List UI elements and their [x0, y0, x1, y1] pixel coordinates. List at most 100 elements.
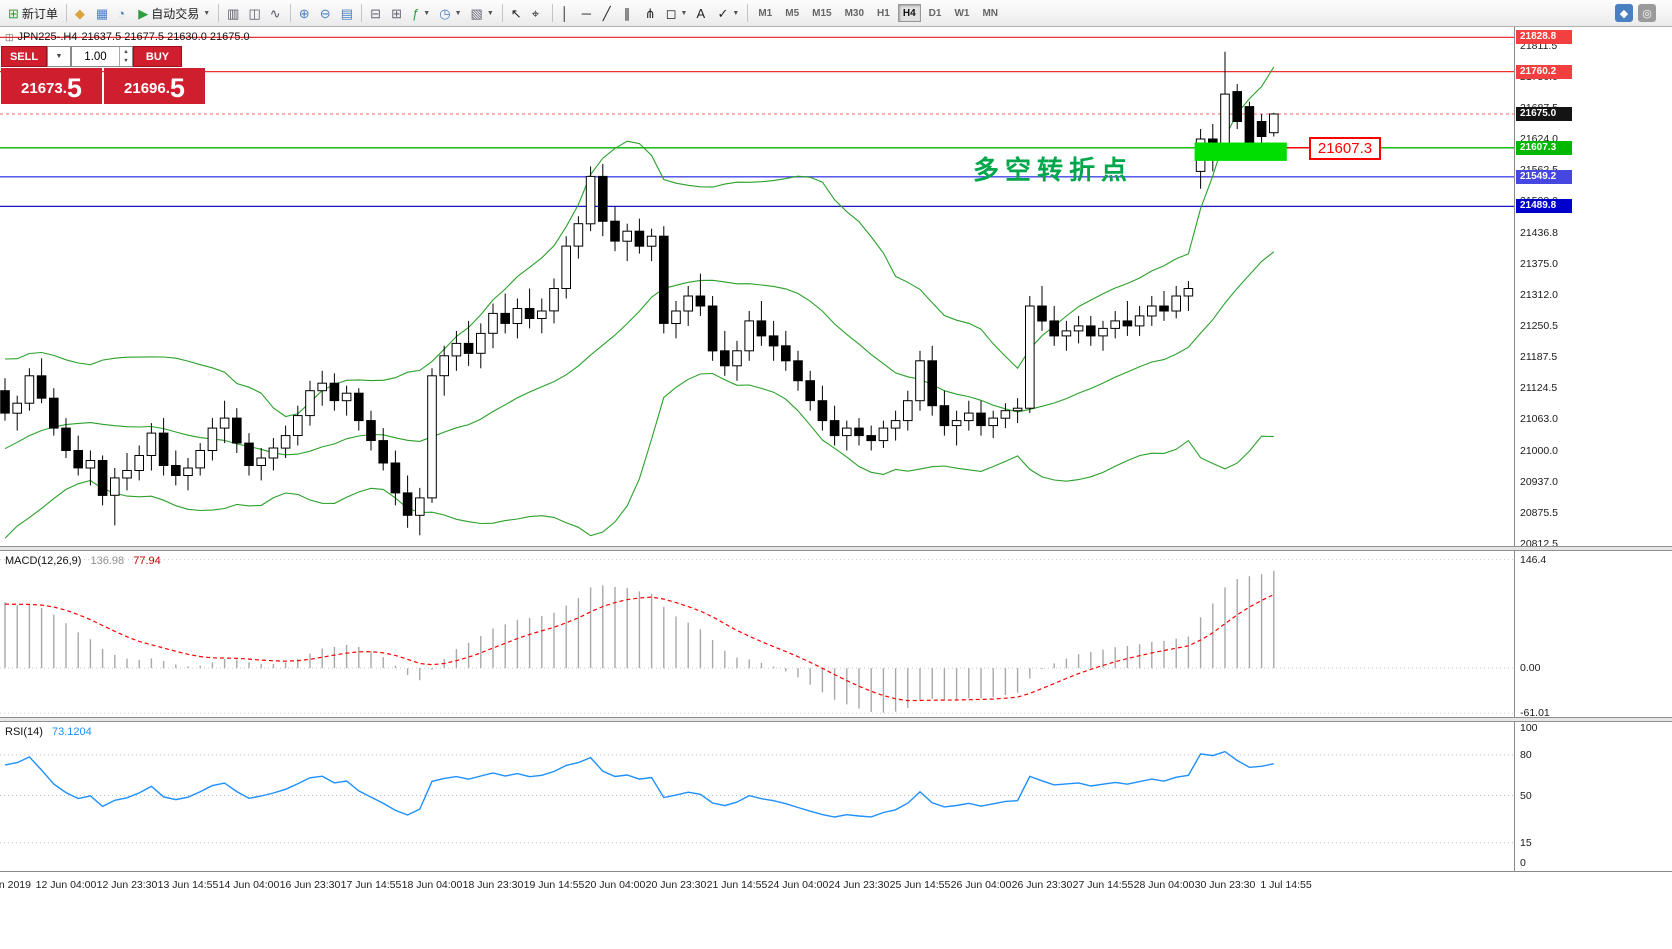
timeframe-m15[interactable]: M15: [812, 7, 832, 19]
ask-price-display[interactable]: 21696. 5: [104, 68, 205, 104]
periods-icon[interactable]: ◷ ▼: [435, 2, 465, 24]
price-axis[interactable]: 21811.521750.021687.521624.021562.521500…: [1514, 27, 1672, 871]
candle-body: [512, 308, 523, 324]
symbol-ohlc: 21637.5 21677.5 21630.0 21675.0: [81, 31, 250, 43]
chart-shift-icon[interactable]: ⊞: [387, 2, 407, 24]
timeframe-w1[interactable]: W1: [954, 7, 970, 19]
candle-body: [439, 355, 449, 377]
vertical-line-icon: │: [560, 5, 569, 21]
text-icon[interactable]: A: [692, 2, 712, 24]
candle-body: [195, 450, 205, 469]
candle-body: [842, 427, 852, 437]
bid-price-display[interactable]: 21673. 5: [1, 68, 102, 104]
rsi-panel[interactable]: RSI(14) 73.1204: [0, 722, 1514, 871]
indicators-icon[interactable]: ƒ ▼: [408, 2, 434, 24]
rsi-axis-label: 0: [1520, 857, 1526, 869]
panel-splitter[interactable]: [0, 717, 1672, 722]
indicators-icon: ƒ: [412, 5, 420, 21]
zoom-out-icon[interactable]: ⊖: [316, 2, 336, 24]
candle-body: [12, 402, 22, 414]
candle-body: [488, 312, 498, 334]
volume-stepper[interactable]: ▲ ▼: [119, 47, 132, 66]
timeframe-m5[interactable]: M5: [785, 7, 800, 19]
candle-body: [707, 305, 718, 352]
sell-button[interactable]: SELL: [1, 46, 47, 67]
candle-body: [390, 462, 401, 494]
bar-chart-icon[interactable]: ▥: [223, 2, 243, 24]
trendline-icon[interactable]: ╱: [599, 2, 619, 24]
volume-down-icon[interactable]: ▼: [123, 58, 129, 65]
vertical-line-icon[interactable]: │: [557, 2, 577, 24]
candle-body: [122, 470, 132, 479]
timeframe-mn[interactable]: MN: [982, 7, 998, 19]
candle-body: [573, 223, 584, 247]
auto-scroll-icon[interactable]: ⊟: [366, 2, 386, 24]
main-chart-panel[interactable]: ◫ JPN225-.H4 21637.5 21677.5 21630.0 216…: [0, 27, 1514, 546]
tile-windows-icon[interactable]: ▤: [337, 2, 357, 24]
candle-body: [146, 432, 157, 457]
candle-body: [268, 447, 279, 459]
panel-splitter[interactable]: [0, 546, 1672, 551]
shapes-icon[interactable]: ◻ ▼: [662, 2, 692, 24]
arrows-icon: ✓: [717, 5, 729, 21]
highlight-box[interactable]: [1194, 142, 1287, 161]
price-axis-badge: 21549.2: [1516, 169, 1572, 184]
macd-title: MACD(12,26,9): [5, 555, 82, 567]
highlight-price-label[interactable]: 21607.3: [1309, 137, 1381, 160]
macd-panel[interactable]: MACD(12,26,9) 136.98 77.94: [0, 551, 1514, 717]
templates-icon[interactable]: ▧ ▼: [467, 2, 498, 24]
new-order-button[interactable]: ⊞ 新订单: [4, 2, 62, 24]
price-axis-label: 21312.0: [1520, 289, 1558, 301]
candle-body: [951, 420, 962, 427]
order-type-dropdown[interactable]: ▼: [47, 46, 71, 67]
cursor-icon: ↖: [510, 5, 522, 21]
timeframe-d1[interactable]: D1: [928, 7, 942, 19]
candle-body: [976, 412, 986, 427]
arrows-icon[interactable]: ✓ ▼: [713, 2, 743, 24]
timeframe-m30[interactable]: M30: [844, 7, 865, 19]
chart-annotation-text[interactable]: 多空转折点: [973, 155, 1134, 185]
line-chart-icon[interactable]: ∿: [266, 2, 286, 24]
price-axis-badge: 21489.8: [1516, 199, 1572, 214]
volume-input[interactable]: 1.00 ▲ ▼: [71, 46, 133, 67]
rsi-axis-label: 15: [1520, 836, 1532, 849]
volume-up-icon[interactable]: ▲: [123, 48, 129, 55]
candlestick-chart-icon[interactable]: ◫: [244, 2, 264, 24]
rsi-value: 73.1204: [51, 726, 92, 738]
channel-icon[interactable]: ∥: [620, 2, 640, 24]
rsi-line: [4, 750, 1274, 818]
time-axis-label: 14 Jun 04:00: [218, 879, 280, 891]
candle-body: [244, 442, 254, 467]
price-axis-label: 20875.5: [1520, 506, 1558, 519]
candle-body: [1098, 327, 1108, 337]
market-watch-icon[interactable]: ▦: [92, 2, 112, 24]
timeframe-h4[interactable]: H4: [897, 4, 921, 22]
cursor-icon[interactable]: ↖: [507, 2, 527, 24]
fibonacci-icon[interactable]: ⋔: [641, 2, 661, 24]
candle-body: [854, 427, 864, 437]
zoom-in-icon[interactable]: ⊕: [295, 2, 315, 24]
candle-body: [781, 345, 791, 362]
new-chart-icon[interactable]: ◆: [71, 2, 91, 24]
time-axis-label: 24 Jun 04:00: [767, 879, 829, 891]
timeframe-h1[interactable]: H1: [877, 7, 890, 19]
timeframe-m1[interactable]: M1: [758, 7, 773, 19]
candle-body: [988, 417, 999, 427]
horizontal-line-icon[interactable]: ─: [578, 2, 598, 24]
navigator-icon[interactable]: ◔: [113, 2, 133, 24]
community-icon[interactable]: ◆: [1615, 4, 1633, 22]
time-axis-label: 12 Jun 23:30: [96, 879, 158, 891]
search-icon[interactable]: ◎: [1638, 4, 1656, 22]
crosshair-icon[interactable]: ⌖: [528, 2, 548, 24]
candle-body: [415, 497, 425, 516]
templates-icon: ▧: [470, 5, 483, 21]
candle-body: [329, 382, 340, 402]
candle-body: [500, 312, 510, 324]
bollinger-up-band: [4, 66, 1275, 418]
volume-value[interactable]: 1.00: [84, 50, 107, 63]
autotrading-button[interactable]: ▶ 自动交易 ▼: [134, 2, 214, 24]
buy-button[interactable]: BUY: [133, 46, 182, 67]
candle-body: [964, 412, 974, 422]
price-axis-label: 21187.5: [1520, 351, 1558, 364]
